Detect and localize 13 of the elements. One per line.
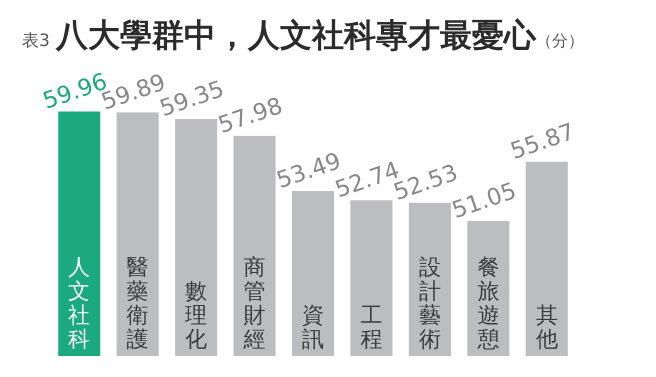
x-tick-label: 資訊: [302, 304, 324, 353]
x-tick-label: 人文社科: [68, 256, 90, 353]
chart-title: 八大學群中，人文社科專才最憂心: [56, 16, 536, 54]
x-tick-label: 數理化: [185, 280, 208, 353]
x-tick-label: 醫藥衛護: [126, 256, 149, 353]
text: 表3: [22, 31, 50, 51]
x-tick-label: 工程: [360, 304, 382, 353]
x-tick-label: 商管財經: [242, 256, 266, 353]
x-tick-label: 其他: [536, 304, 558, 353]
text: （分）: [536, 31, 584, 50]
x-tick-label: 餐旅遊憩: [476, 256, 500, 353]
data-label: 55.87: [507, 118, 578, 165]
x-tick-label: 設計藝術: [418, 256, 441, 353]
